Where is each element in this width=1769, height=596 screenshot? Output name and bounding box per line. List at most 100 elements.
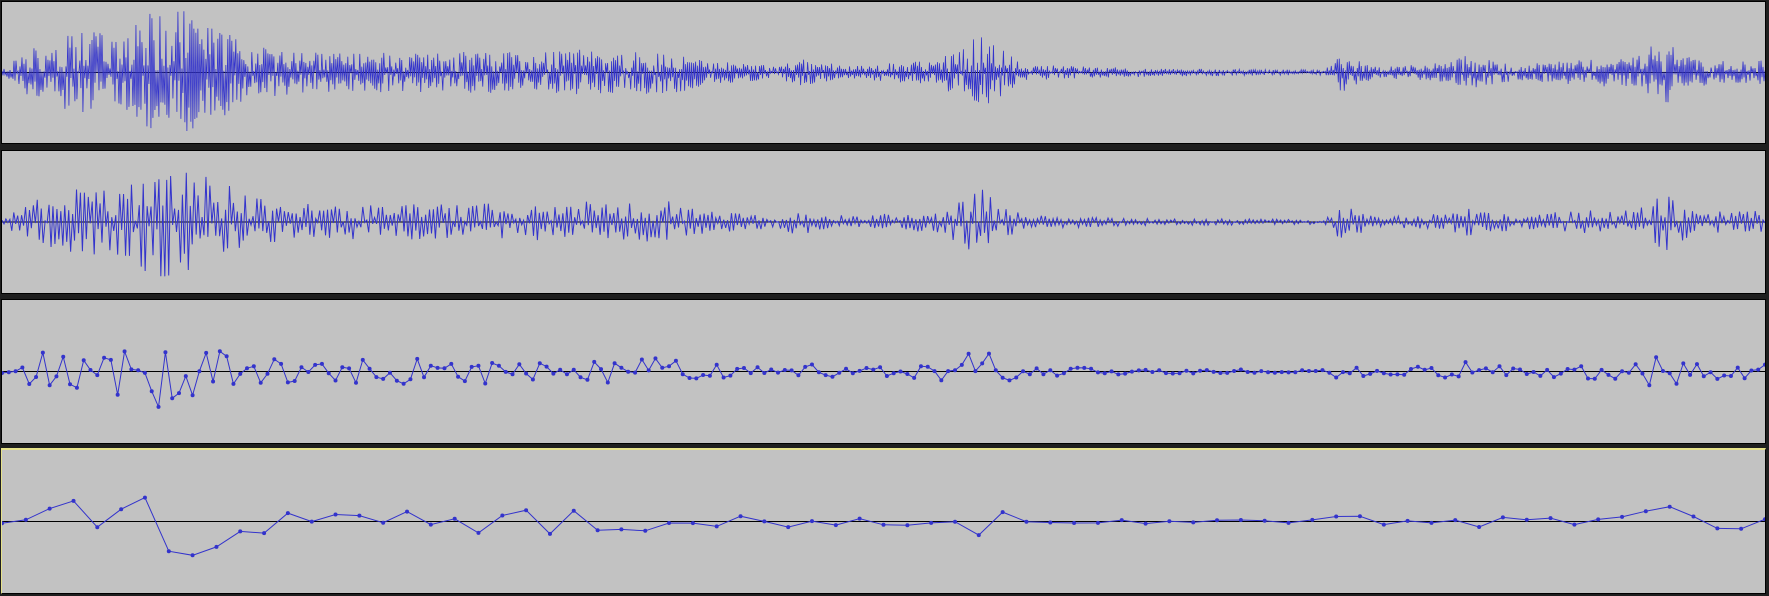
sample-dot	[966, 351, 971, 356]
sample-dot	[1357, 514, 1362, 519]
sample-dot	[816, 370, 821, 375]
sample-dot	[646, 368, 651, 373]
sample-dot	[564, 372, 569, 377]
sample-dot	[612, 361, 617, 366]
sample-dot	[262, 531, 267, 536]
sample-dot	[333, 378, 338, 383]
sample-dot	[1157, 368, 1162, 373]
sample-dot	[1027, 372, 1032, 377]
sample-dot	[2, 521, 4, 526]
sample-dot	[1021, 369, 1026, 374]
sample-dot	[1184, 368, 1189, 373]
sample-dot	[1715, 526, 1720, 531]
sample-dot	[163, 350, 168, 355]
sample-dot	[571, 367, 576, 372]
sample-dot	[1055, 373, 1060, 378]
sample-dot	[769, 367, 774, 372]
sample-dot	[959, 362, 964, 367]
sample-dot	[1524, 372, 1529, 376]
sample-dot	[735, 366, 740, 371]
sample-dot	[809, 362, 814, 367]
sample-dot	[619, 365, 624, 370]
sample-dot	[1163, 371, 1168, 376]
sample-dot	[707, 373, 712, 378]
sample-dot	[1453, 518, 1458, 523]
sample-dot	[360, 357, 365, 362]
sample-dot	[776, 370, 781, 375]
sample-dot	[6, 370, 11, 375]
sample-dot	[667, 521, 672, 525]
waveform-track-4[interactable]	[1, 448, 1766, 594]
sample-dot	[272, 357, 277, 362]
sample-dot	[1354, 365, 1359, 370]
sample-dot	[953, 519, 958, 524]
sample-dot	[313, 362, 318, 367]
sample-dot	[54, 374, 59, 379]
sample-dot	[47, 383, 52, 388]
sample-dot	[23, 517, 28, 522]
sample-dot	[619, 527, 624, 532]
sample-dot	[367, 366, 372, 371]
sample-dot	[183, 374, 188, 379]
sample-dot	[1739, 526, 1744, 531]
sample-dot	[1381, 371, 1386, 376]
sample-dot	[1647, 383, 1652, 388]
sample-dot	[660, 365, 665, 370]
sample-dot	[1688, 372, 1693, 377]
sample-dot	[1014, 375, 1019, 380]
sample-dot	[1109, 369, 1114, 374]
sample-dot	[762, 371, 767, 375]
sample-dot	[108, 357, 113, 362]
sample-dot	[1266, 370, 1271, 375]
sample-dot	[490, 361, 495, 365]
waveform-line-3	[2, 349, 1765, 409]
sample-dot	[190, 393, 195, 398]
sample-dot	[483, 381, 488, 386]
sample-dot	[71, 498, 76, 503]
sample-dot	[1000, 375, 1005, 380]
sample-dot	[204, 350, 209, 355]
sample-dot	[891, 371, 896, 376]
sample-dot	[789, 368, 794, 373]
sample-dot	[1334, 375, 1339, 380]
waveform-track-3[interactable]	[1, 299, 1766, 444]
sample-dot	[524, 371, 529, 376]
sample-dot	[953, 368, 958, 373]
sample-dot	[1643, 509, 1648, 514]
sample-dot	[1123, 371, 1128, 376]
waveform-3	[2, 349, 1765, 409]
waveform-track-1[interactable]	[1, 1, 1766, 144]
sample-dot	[1048, 520, 1053, 525]
sample-dot	[1763, 362, 1765, 367]
sample-dot	[1463, 360, 1468, 365]
sample-dot	[166, 549, 171, 554]
sample-dot	[1742, 376, 1747, 381]
sample-dot	[667, 364, 672, 369]
sample-dot	[408, 377, 413, 382]
sample-dot	[422, 375, 427, 380]
sample-dot	[680, 372, 685, 377]
sample-dot	[1334, 514, 1339, 519]
sample-dot	[1170, 371, 1175, 376]
waveform-track-2[interactable]	[1, 150, 1766, 294]
sample-dot	[1068, 366, 1073, 371]
sample-dot	[1347, 371, 1352, 376]
sample-dot	[595, 528, 600, 533]
sample-dot	[149, 389, 154, 394]
sample-dot	[1218, 371, 1223, 375]
sample-dot	[1500, 515, 1505, 520]
sample-dot	[864, 366, 869, 370]
sample-dot	[1470, 370, 1475, 375]
sample-dot	[728, 373, 733, 378]
sample-dot	[20, 365, 25, 370]
sample-dot	[690, 521, 695, 526]
sample-dot	[299, 365, 304, 370]
sample-dot	[1102, 371, 1107, 376]
sample-dot	[633, 370, 638, 375]
sample-dot	[626, 369, 631, 374]
sample-dot	[1041, 372, 1046, 377]
sample-dot	[1232, 369, 1237, 373]
sample-dot	[980, 361, 985, 366]
sample-dot	[714, 524, 719, 529]
sample-dot	[1586, 376, 1590, 381]
